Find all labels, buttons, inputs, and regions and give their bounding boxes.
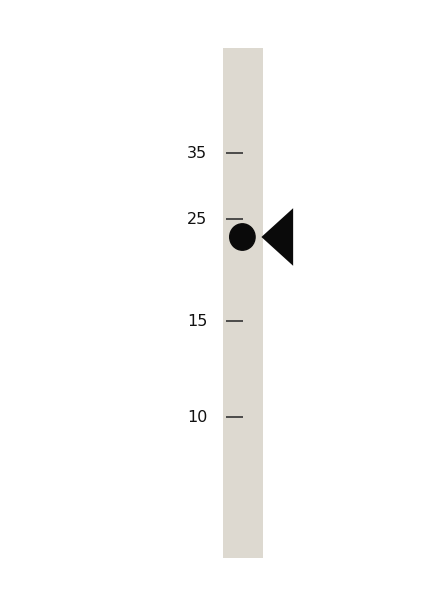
Polygon shape [261, 208, 293, 266]
Bar [223, 48, 263, 558]
Text: 35: 35 [187, 145, 207, 160]
Text: 25: 25 [187, 211, 207, 226]
Text: 15: 15 [187, 313, 207, 329]
Text: 10: 10 [187, 409, 207, 424]
Ellipse shape [230, 224, 255, 250]
